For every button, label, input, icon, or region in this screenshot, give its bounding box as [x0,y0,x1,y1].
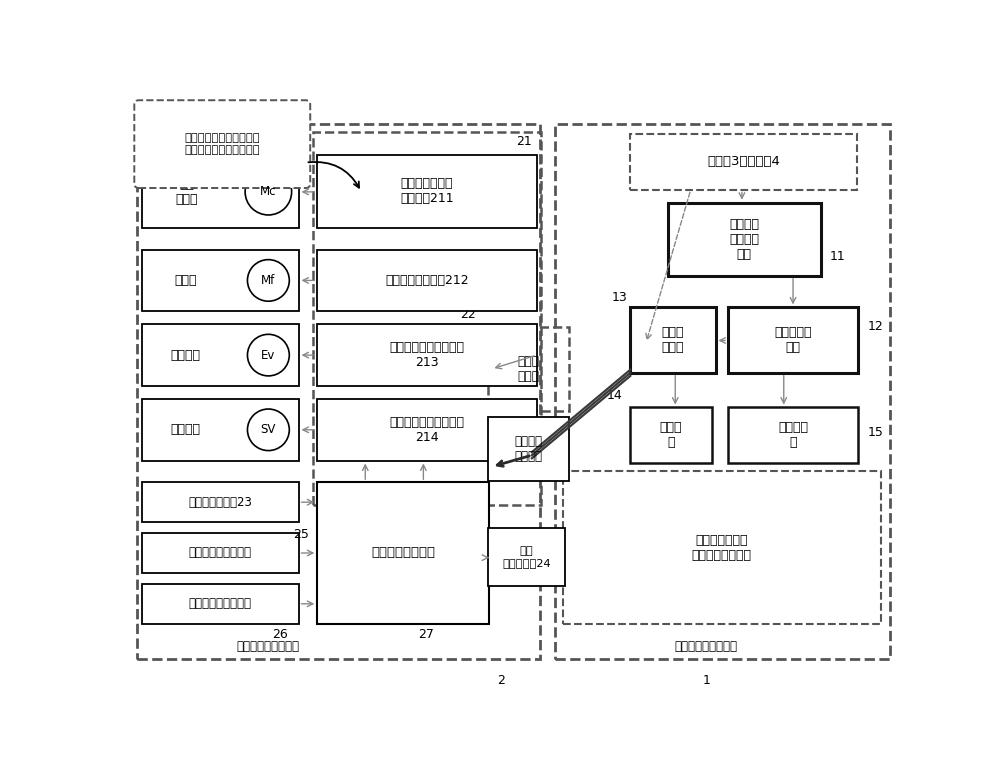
FancyBboxPatch shape [728,408,858,463]
Text: 外四通阀输出控制模块
214: 外四通阀输出控制模块 214 [389,416,464,444]
Text: 14: 14 [607,390,623,402]
Text: 信号接
收模块: 信号接 收模块 [517,355,539,383]
Text: 外膨胀阀输出控制模块
213: 外膨胀阀输出控制模块 213 [389,341,464,369]
FancyBboxPatch shape [317,399,537,461]
Text: 15: 15 [867,426,883,438]
Text: 内机控制处
理器: 内机控制处 理器 [774,326,812,354]
FancyBboxPatch shape [630,307,716,373]
Text: Ev: Ev [261,349,276,361]
Text: 27: 27 [418,628,434,641]
Text: 13: 13 [611,291,627,304]
Text: SV: SV [261,423,276,437]
Text: 遥控器3、线控器4: 遥控器3、线控器4 [707,155,780,169]
Text: 26: 26 [272,628,288,641]
FancyBboxPatch shape [630,408,712,463]
Text: 室外机主要电器部件: 室外机主要电器部件 [237,640,300,652]
Text: 11: 11 [830,250,846,263]
Text: 25: 25 [294,528,309,541]
Text: 外膨胀阀: 外膨胀阀 [170,349,200,361]
Text: 外四通阀: 外四通阀 [170,423,200,437]
Text: 1: 1 [702,674,710,688]
Text: 外机环境温度传感器: 外机环境温度传感器 [189,546,252,560]
Text: 控制信号
接收模块: 控制信号 接收模块 [514,435,542,463]
Text: 外机系统保护传感器: 外机系统保护传感器 [189,597,252,610]
Text: 外风机: 外风机 [174,274,197,287]
Text: Mc: Mc [260,185,277,198]
FancyBboxPatch shape [317,249,537,311]
FancyBboxPatch shape [142,325,299,386]
Text: 内机控制
信号接收
模块: 内机控制 信号接收 模块 [729,218,759,261]
FancyBboxPatch shape [317,155,537,228]
FancyBboxPatch shape [668,202,821,276]
FancyBboxPatch shape [142,249,299,311]
Text: 12: 12 [867,320,883,333]
FancyBboxPatch shape [142,399,299,461]
Text: 压缩机输出频率模块只采
用外机参数进行计算控制: 压缩机输出频率模块只采 用外机参数进行计算控制 [184,133,260,155]
Text: 第二
压力传感器24: 第二 压力传感器24 [502,546,551,568]
Text: 室内节流
阀: 室内节流 阀 [778,421,808,449]
Text: 信号传
输模块: 信号传 输模块 [662,326,684,354]
Text: 变频
压缩机: 变频 压缩机 [176,178,198,206]
FancyBboxPatch shape [142,584,299,624]
Text: Mf: Mf [261,274,276,287]
FancyBboxPatch shape [142,482,299,522]
FancyBboxPatch shape [728,307,858,373]
FancyBboxPatch shape [142,533,299,573]
Text: 室内风
机: 室内风 机 [660,421,682,449]
FancyBboxPatch shape [142,155,299,228]
Text: 系统参数采集模块: 系统参数采集模块 [371,546,435,560]
Text: 风机输出控制模块212: 风机输出控制模块212 [385,274,469,287]
Text: 室内机主要电器部件: 室内机主要电器部件 [675,640,738,652]
Text: 第一压力传感器23: 第一压力传感器23 [188,495,252,509]
Text: 21: 21 [516,136,532,148]
Text: 通用的传输规则
仅传输启停机信号: 通用的传输规则 仅传输启停机信号 [692,534,752,561]
FancyBboxPatch shape [488,418,569,481]
Text: 2: 2 [497,674,505,688]
Text: 22: 22 [460,308,475,321]
FancyBboxPatch shape [317,482,489,624]
FancyBboxPatch shape [134,100,310,188]
FancyBboxPatch shape [317,325,537,386]
Text: 压缩机输出频率
控制模块211: 压缩机输出频率 控制模块211 [400,177,454,205]
FancyBboxPatch shape [488,528,565,586]
